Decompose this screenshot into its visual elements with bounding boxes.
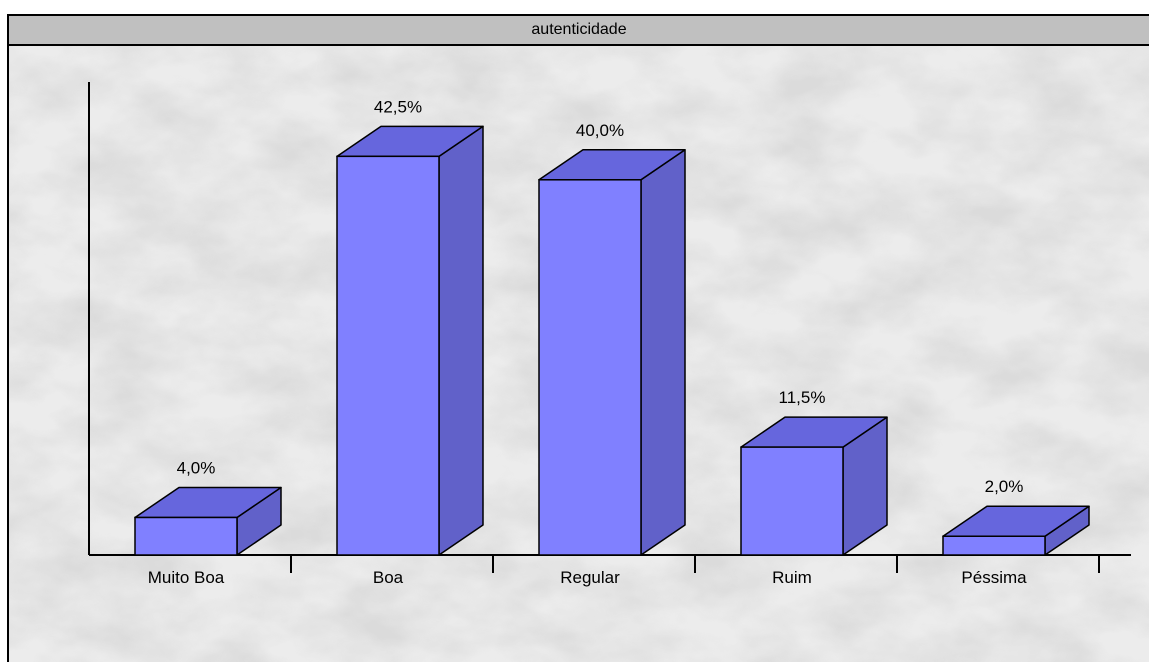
x-tick-label: Muito Boa <box>148 568 225 587</box>
bar-1 <box>134 516 238 556</box>
x-tick-label: Péssima <box>961 568 1027 587</box>
x-tick-label: Ruim <box>772 568 812 587</box>
data-label: 40,0% <box>576 121 624 140</box>
bar-4 <box>740 446 844 556</box>
data-label: 2,0% <box>985 477 1024 496</box>
data-label: 11,5% <box>779 388 826 407</box>
x-tick-label: Boa <box>373 568 404 587</box>
bar-3 <box>538 179 642 556</box>
bar-side-2 <box>438 125 484 556</box>
bar-5 <box>942 535 1046 556</box>
chart-title: autenticidade <box>9 16 1149 46</box>
bar-2 <box>336 155 440 556</box>
data-label: 42,5% <box>374 97 422 116</box>
chart-area: 4,0% Muito Boa 42,5% Boa 40,0% Regular 11,5% Ru… <box>9 46 1149 662</box>
chart-frame: autenticidade 4,0% Muito Boa 42,5% Boa 40,0%… <box>7 14 1149 662</box>
bar-chart: 4,0% Muito Boa 42,5% Boa 40,0% Regular 11,5% Ru… <box>9 46 1149 662</box>
data-label: 4,0% <box>177 458 216 477</box>
x-tick-label: Regular <box>560 568 620 587</box>
bar-side-3 <box>640 149 686 556</box>
